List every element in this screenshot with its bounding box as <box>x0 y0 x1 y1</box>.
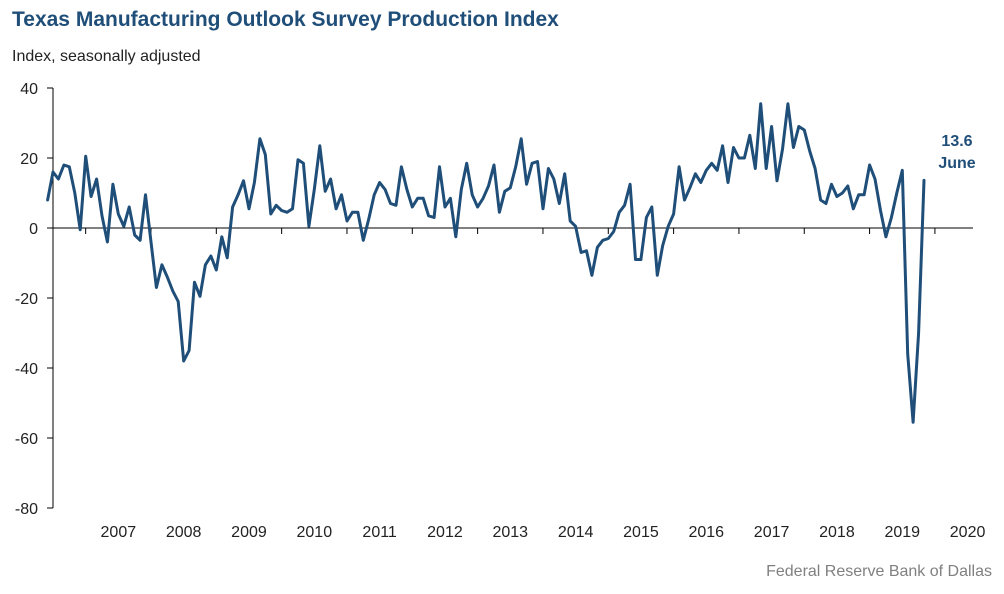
x-tick-label: 2017 <box>754 524 790 541</box>
x-tick-label: 2015 <box>623 524 659 541</box>
x-axis: 2007 2008 2009 2010 2011 2012 2013 2014 2015 2016… <box>53 227 986 541</box>
y-tick-label: -80 <box>15 501 38 518</box>
chart-title: Texas Manufacturing Outlook Survey Produ… <box>12 8 559 31</box>
production-index-line <box>46 102 926 424</box>
y-axis: 40 20 0 -20 -40 -60 -80 <box>15 81 54 518</box>
annotation-value: 13.6 <box>941 133 972 150</box>
y-tick-label: 20 <box>20 151 38 168</box>
x-tick-label: 2018 <box>819 524 855 541</box>
x-tick-label: 2009 <box>231 524 267 541</box>
y-tick-label: -40 <box>15 361 38 378</box>
x-tick-label: 2010 <box>297 524 333 541</box>
source-note: Federal Reserve Bank of Dallas <box>766 563 992 580</box>
series-production-index <box>46 102 926 424</box>
y-tick-label: 0 <box>29 221 38 238</box>
x-tick-label: 2016 <box>688 524 724 541</box>
annotation-label: June <box>938 155 975 172</box>
chart-subtitle: Index, seasonally adjusted <box>12 48 201 65</box>
x-tick-label: 2013 <box>492 524 528 541</box>
x-tick-label: 2014 <box>558 524 594 541</box>
x-tick-label: 2012 <box>427 524 463 541</box>
y-tick-label: 40 <box>20 81 38 98</box>
x-tick-label: 2011 <box>362 524 397 541</box>
y-tick-label: -20 <box>15 291 38 308</box>
latest-value-annotation: 13.6 June <box>938 133 975 172</box>
x-tick-label: 2008 <box>166 524 202 541</box>
x-tick-label: 2020 <box>950 524 986 541</box>
x-tick-label: 2007 <box>101 524 137 541</box>
x-tick-label: 2019 <box>884 524 920 541</box>
y-tick-label: -60 <box>15 431 38 448</box>
